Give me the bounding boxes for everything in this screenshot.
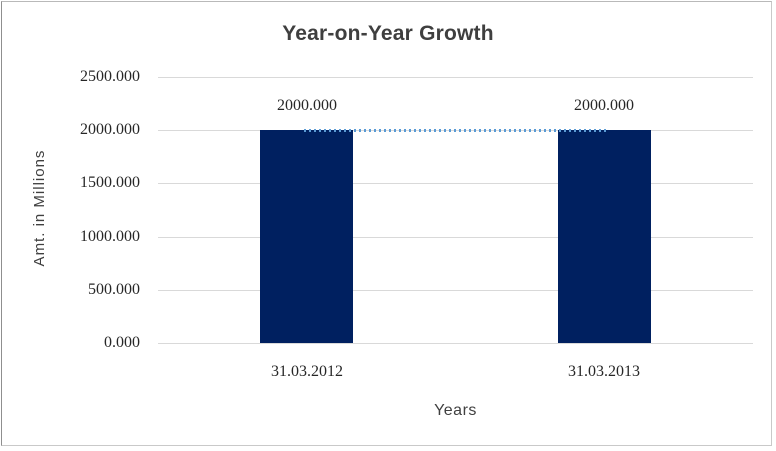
gridline [158, 343, 753, 344]
x-axis-category-label: 31.03.2013 [568, 363, 640, 380]
y-axis-tick-label: 2000.000 [80, 121, 140, 138]
y-axis-tick-label: 2500.000 [80, 68, 140, 85]
x-axis-category-label: 31.03.2012 [271, 363, 343, 380]
trend-line [304, 129, 606, 132]
chart-title: Year-on-Year Growth [282, 22, 494, 45]
y-axis-tick-label: 1500.000 [80, 174, 140, 191]
y-axis-tick-label: 0.000 [104, 334, 140, 351]
bar-31.03.2013 [558, 130, 651, 343]
bar-31.03.2012 [260, 130, 353, 343]
gridline [158, 290, 753, 291]
y-axis-tick-label: 500.000 [88, 281, 140, 298]
data-label: 2000.000 [277, 97, 337, 114]
data-label: 2000.000 [574, 97, 634, 114]
y-axis-tick-label: 1000.000 [80, 228, 140, 245]
gridline [158, 237, 753, 238]
gridline [158, 183, 753, 184]
gridline [158, 77, 753, 78]
x-axis-title: Years [434, 402, 477, 419]
